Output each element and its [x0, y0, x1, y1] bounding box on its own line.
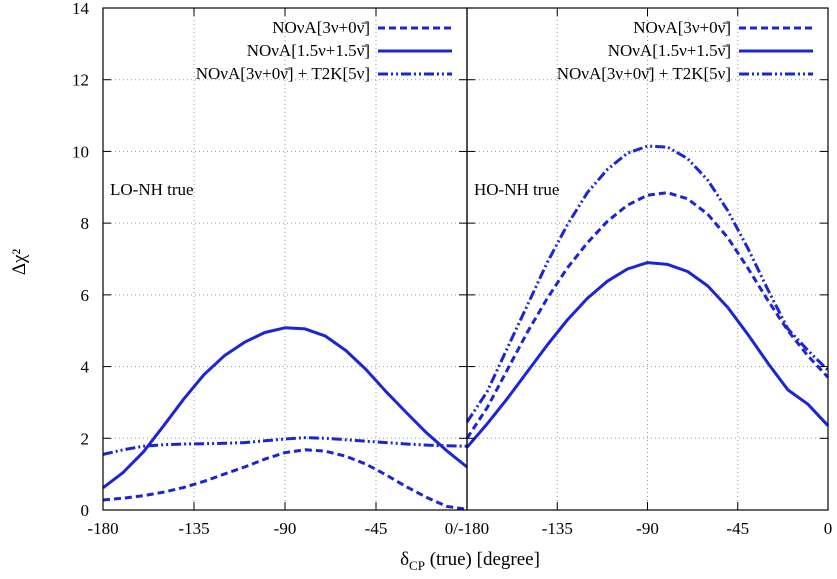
panel-frame: [466, 7, 829, 511]
x-tick-label: -90: [274, 519, 297, 538]
x-axis-label: δCP (true) [degree]: [400, 549, 540, 573]
series-line-solid: [465, 261, 830, 449]
legend-label: NOνA[1.5ν+1.5ν̄]: [247, 41, 370, 60]
y-tick-label: 4: [81, 358, 90, 377]
y-axis-label: Δχ²: [9, 249, 30, 276]
series-line-dashdotdot: [465, 144, 830, 423]
legend-label: NOνA[3ν+0ν̄]: [633, 18, 731, 37]
panel-annotation: LO-NH true: [110, 180, 194, 199]
series-layer: [102, 144, 830, 511]
y-tick-label: 14: [72, 0, 90, 18]
legend-label: NOνA[1.5ν+1.5ν̄]: [608, 41, 731, 60]
y-tick-label: 2: [81, 429, 90, 448]
series-line-dashed: [465, 191, 830, 440]
x-tick-label: 0: [824, 519, 833, 538]
x-axis-label-sub: CP: [409, 558, 425, 573]
x-axis-label-rest: (true) [degree]: [425, 549, 540, 570]
y-tick-label: 0: [81, 501, 90, 520]
legend-label: NOνA[3ν+0ν̄] + T2K[5ν]: [196, 64, 370, 83]
x-tick-label: -180: [87, 519, 118, 538]
legend-label: NOνA[3ν+0ν̄] + T2K[5ν]: [557, 64, 731, 83]
x-tick-label: -45: [726, 519, 749, 538]
y-tick-label: 6: [81, 286, 90, 305]
panel-annotation: HO-NH true: [474, 180, 559, 199]
series-line-dashed: [102, 448, 468, 511]
frame-layer: [102, 7, 829, 511]
x-tick-label: 0/-180: [445, 519, 489, 538]
y-tick-label: 12: [72, 71, 89, 90]
x-tick-label: -135: [542, 519, 573, 538]
x-tick-label: -45: [365, 519, 388, 538]
series-line-solid: [102, 326, 468, 489]
text-layer: 0 2 4 6 8 10 12 14 -180 -135 -90 -45 0/-180 LO-NH tru…: [72, 0, 832, 538]
x-tick-label: -135: [178, 519, 209, 538]
y-tick-label: 8: [81, 214, 90, 233]
x-axis-label-main: δ: [400, 549, 409, 570]
grid-layer: [103, 8, 828, 510]
series-line-dashdotdot: [102, 436, 468, 456]
legend-label: NOνA[3ν+0ν̄]: [272, 18, 370, 37]
x-tick-label: -90: [636, 519, 659, 538]
y-tick-label: 10: [72, 142, 89, 161]
